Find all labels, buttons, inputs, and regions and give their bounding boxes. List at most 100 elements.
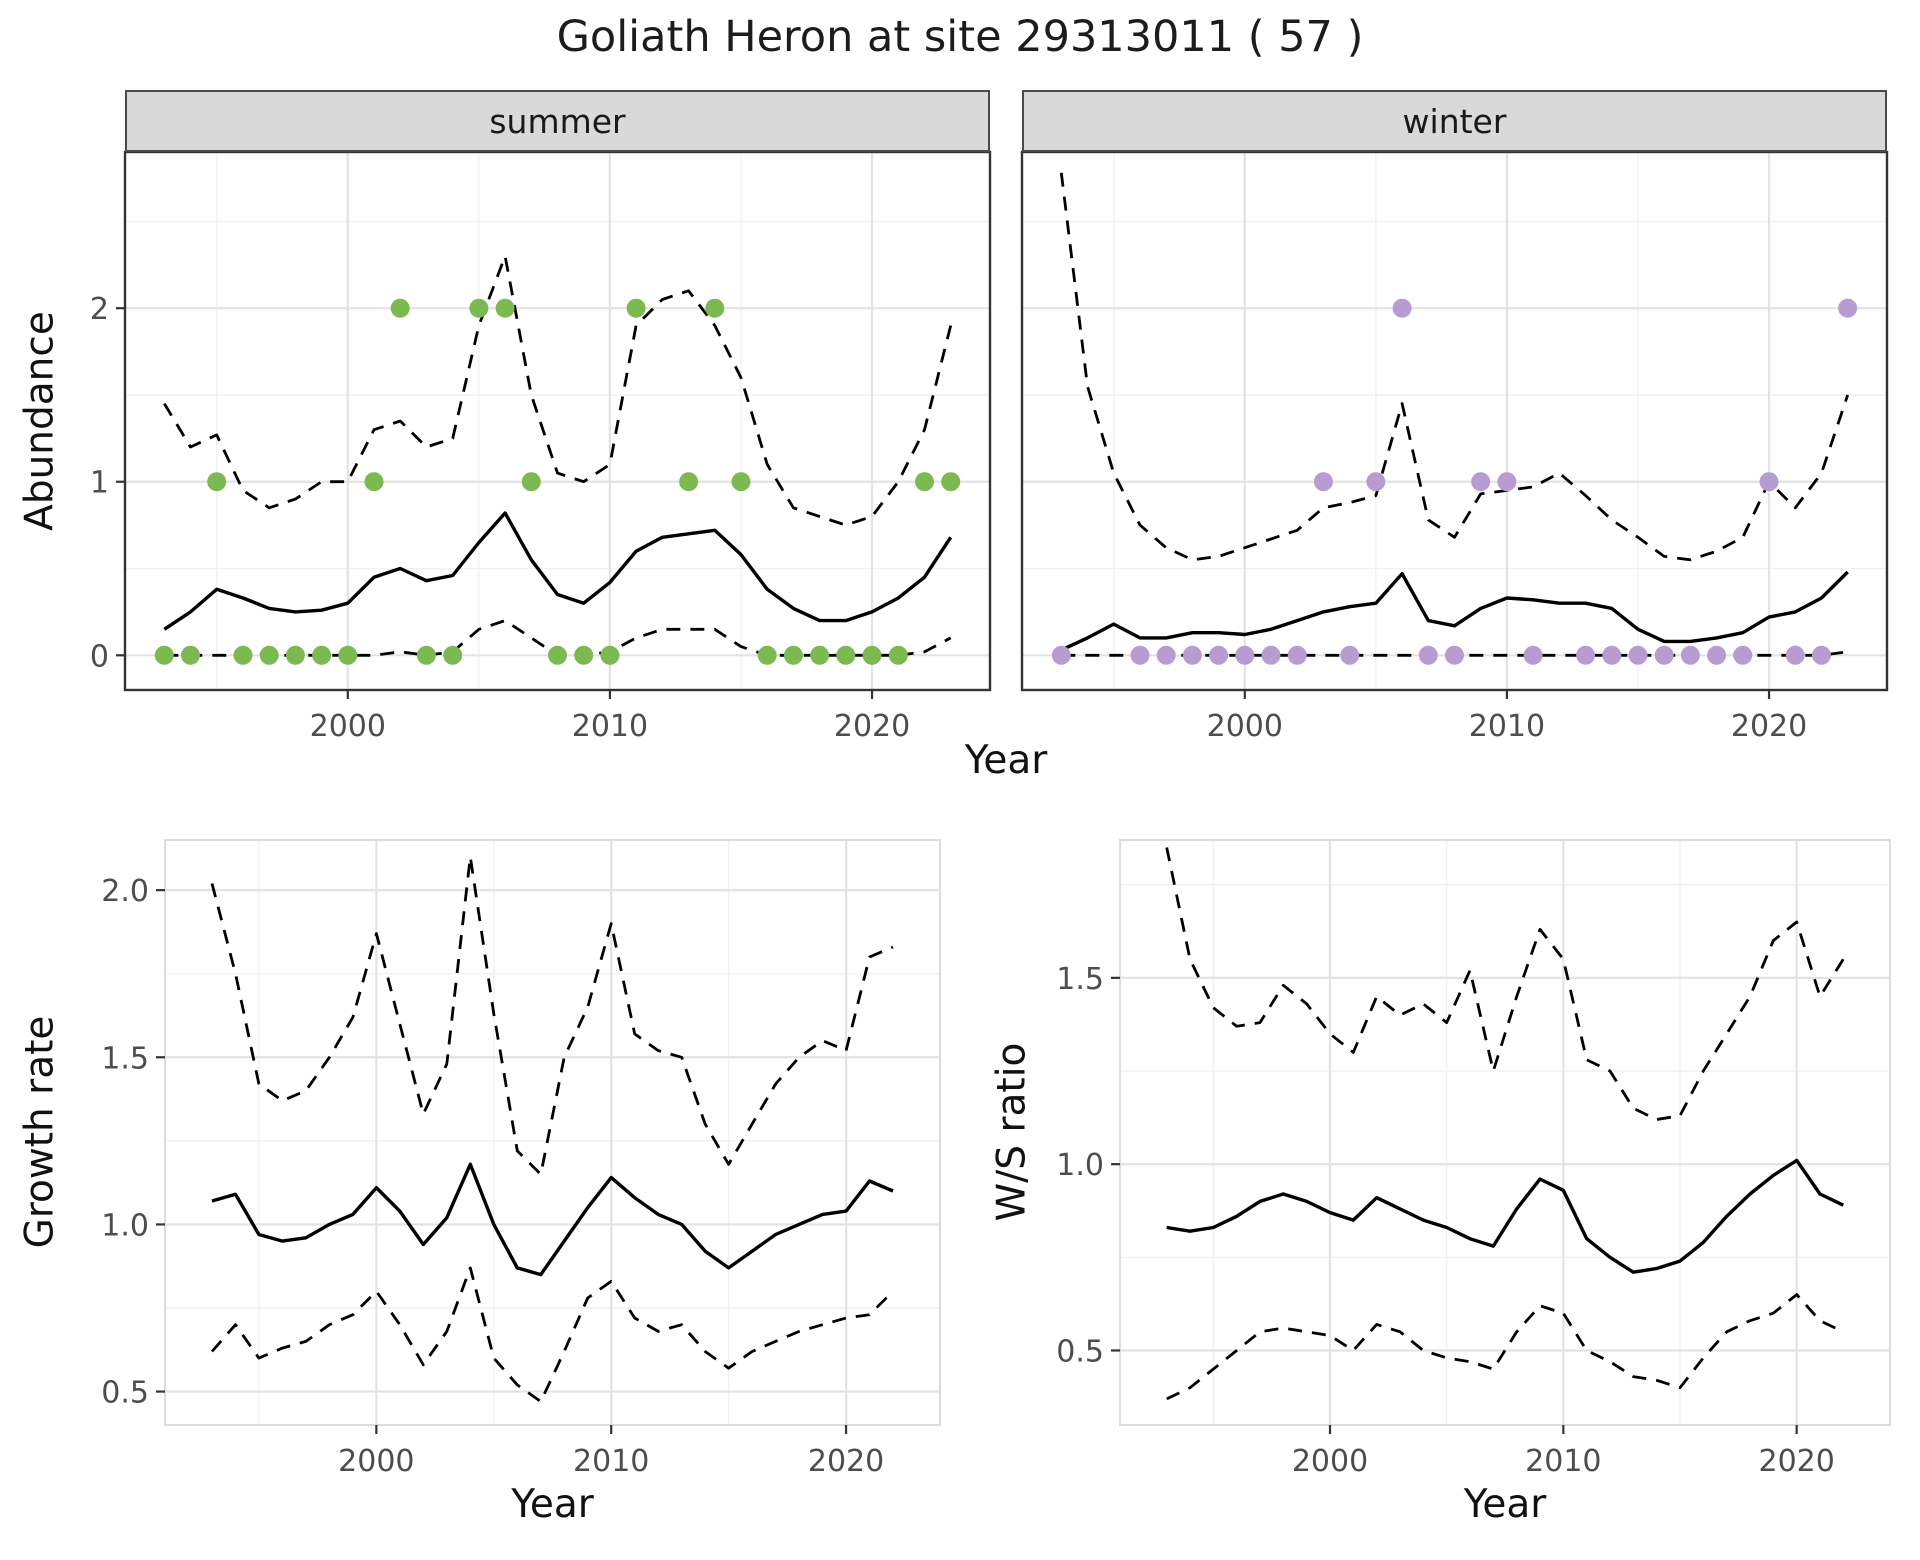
facet-strip-summer: summer xyxy=(125,90,990,152)
facet-strip-winter: winter xyxy=(1022,90,1887,152)
observed-point xyxy=(443,645,463,665)
mean-line xyxy=(211,1162,894,1277)
observed-point xyxy=(1576,645,1596,665)
observed-point xyxy=(207,472,227,492)
y-tick-label: 1.5 xyxy=(1056,962,1104,997)
top-year-axis-title: Year xyxy=(964,738,1048,783)
observed-point xyxy=(548,645,567,665)
observed-point xyxy=(1418,645,1438,665)
observed-point xyxy=(390,298,410,318)
observed-point xyxy=(941,472,961,492)
observed-point xyxy=(862,645,882,665)
observed-point xyxy=(154,645,174,665)
observed-point xyxy=(233,645,253,665)
panel-border xyxy=(123,150,992,692)
observed-point xyxy=(1707,645,1727,665)
x-tick-label: 2010 xyxy=(1469,709,1545,744)
observed-point xyxy=(836,645,856,665)
observed-point xyxy=(783,645,803,665)
observed-point xyxy=(1235,645,1255,665)
observed-point xyxy=(574,645,594,665)
y-tick-label: 0 xyxy=(90,639,109,674)
observed-point xyxy=(259,645,279,665)
observed-point xyxy=(416,645,436,665)
lower-ci-line xyxy=(1166,1293,1844,1401)
observed-point xyxy=(181,645,200,665)
y-tick-label: 2 xyxy=(90,292,109,327)
lower-ci-line xyxy=(210,1266,894,1403)
mean-line xyxy=(163,511,953,631)
panel-border xyxy=(1119,839,1891,1426)
observed-point xyxy=(679,472,699,492)
observed-point xyxy=(1209,645,1229,665)
observed-point xyxy=(469,298,489,318)
x-tick-label: 2000 xyxy=(338,1444,414,1479)
x-tick-label: 2010 xyxy=(1525,1444,1601,1479)
abundance-axis-title: Abundance xyxy=(17,311,63,531)
growth-rate-axis-title: Growth rate xyxy=(17,1015,63,1249)
y-tick-label: 1 xyxy=(90,466,109,501)
observed-point xyxy=(1130,645,1150,665)
observed-point xyxy=(1523,645,1543,665)
mean-line xyxy=(1060,570,1849,652)
y-tick-label: 2.0 xyxy=(101,874,149,909)
observed-point xyxy=(1340,645,1360,665)
observed-point xyxy=(1313,472,1333,492)
observed-point xyxy=(285,645,305,665)
panel-border xyxy=(164,839,941,1426)
observed-point xyxy=(1497,472,1517,492)
ws-year-axis-title: Year xyxy=(1463,1482,1547,1527)
observed-point xyxy=(810,645,830,665)
observed-point xyxy=(1812,645,1831,665)
growth-year-axis-title: Year xyxy=(511,1482,594,1527)
observed-point xyxy=(1838,298,1858,318)
x-tick-label: 2020 xyxy=(1758,1444,1834,1479)
ws-ratio-axis-title: W/S ratio xyxy=(989,1042,1035,1222)
upper-ci-line xyxy=(210,855,894,1176)
observed-point xyxy=(1733,645,1753,665)
x-tick-label: 2010 xyxy=(573,1444,649,1479)
observed-point xyxy=(1628,645,1648,665)
observed-point xyxy=(1759,472,1779,492)
panel-border xyxy=(1020,150,1889,692)
mean-line xyxy=(1166,1158,1845,1274)
observed-point xyxy=(1261,645,1281,665)
chart-title: Goliath Heron at site 29313011 ( 57 ) xyxy=(556,12,1364,62)
observed-point xyxy=(757,645,777,665)
observed-point xyxy=(626,298,646,318)
x-tick-label: 2020 xyxy=(834,709,910,744)
upper-ci-line xyxy=(1059,172,1850,562)
observed-point xyxy=(1287,645,1307,665)
observed-point xyxy=(521,472,541,492)
x-tick-label: 2020 xyxy=(1731,709,1807,744)
observed-point xyxy=(600,645,620,665)
x-tick-label: 2000 xyxy=(1292,1444,1368,1479)
observed-point xyxy=(705,298,725,318)
x-tick-label: 2020 xyxy=(808,1444,884,1479)
observed-point xyxy=(338,645,358,665)
x-tick-label: 2000 xyxy=(310,709,386,744)
y-tick-label: 1.0 xyxy=(1056,1148,1104,1183)
observed-point xyxy=(1366,472,1386,492)
observed-point xyxy=(1602,645,1622,665)
observed-point xyxy=(1182,645,1202,665)
observed-point xyxy=(1654,645,1674,665)
y-tick-label: 0.5 xyxy=(101,1376,149,1411)
observed-point xyxy=(312,645,332,665)
observed-point xyxy=(1785,645,1805,665)
y-tick-label: 1.5 xyxy=(101,1041,149,1076)
observed-point xyxy=(364,472,384,492)
observed-point xyxy=(1051,645,1071,665)
y-tick-label: 1.0 xyxy=(101,1208,149,1243)
observed-point xyxy=(1680,645,1700,665)
observed-point xyxy=(915,472,934,492)
observed-point xyxy=(1392,298,1412,318)
observed-point xyxy=(731,472,751,492)
observed-point xyxy=(1445,645,1464,665)
x-tick-label: 2010 xyxy=(572,709,648,744)
observed-point xyxy=(888,645,908,665)
facet-strip-winter-label: winter xyxy=(1402,101,1507,141)
observed-point xyxy=(1156,645,1176,665)
